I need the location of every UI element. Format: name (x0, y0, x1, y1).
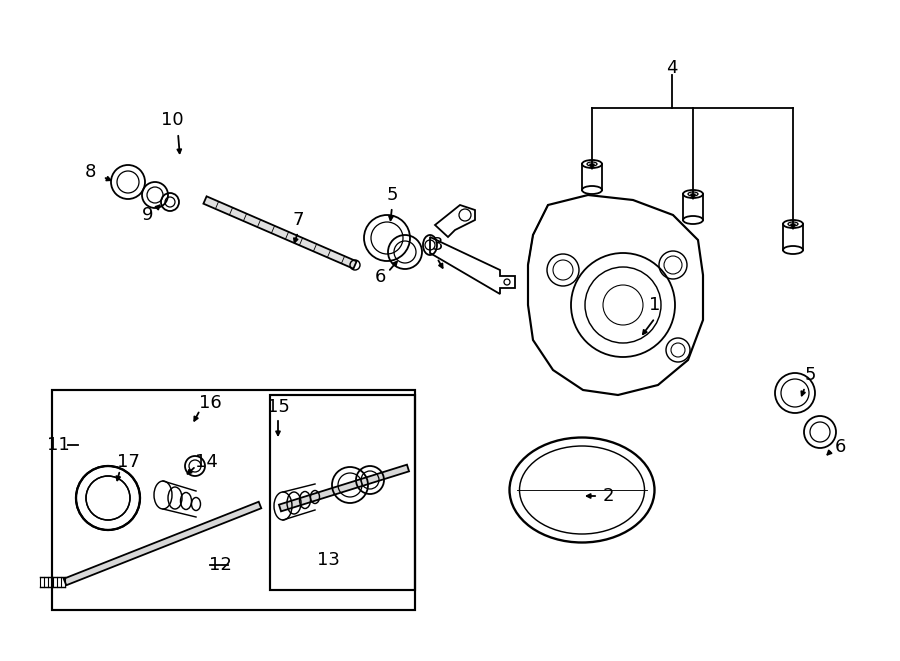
Text: 12: 12 (209, 556, 231, 574)
Text: 9: 9 (142, 206, 154, 224)
Text: 5: 5 (805, 366, 815, 384)
Text: 16: 16 (199, 394, 221, 412)
Text: 11: 11 (47, 436, 69, 454)
Text: 8: 8 (85, 163, 95, 181)
Text: 7: 7 (292, 211, 304, 229)
Text: 14: 14 (194, 453, 218, 471)
Polygon shape (64, 502, 261, 585)
Text: 6: 6 (834, 438, 846, 456)
Text: 15: 15 (266, 398, 290, 416)
Text: 1: 1 (649, 296, 661, 314)
Text: 10: 10 (161, 111, 184, 129)
Polygon shape (203, 196, 356, 268)
Bar (270, 395, 415, 590)
Text: 5: 5 (386, 186, 398, 204)
Text: 2: 2 (602, 487, 614, 505)
Text: 13: 13 (317, 551, 339, 569)
Text: 6: 6 (374, 268, 386, 286)
Text: 3: 3 (431, 236, 443, 254)
Bar (52, 390, 415, 610)
Text: 4: 4 (666, 59, 678, 77)
Polygon shape (279, 465, 409, 512)
Text: 17: 17 (117, 453, 140, 471)
